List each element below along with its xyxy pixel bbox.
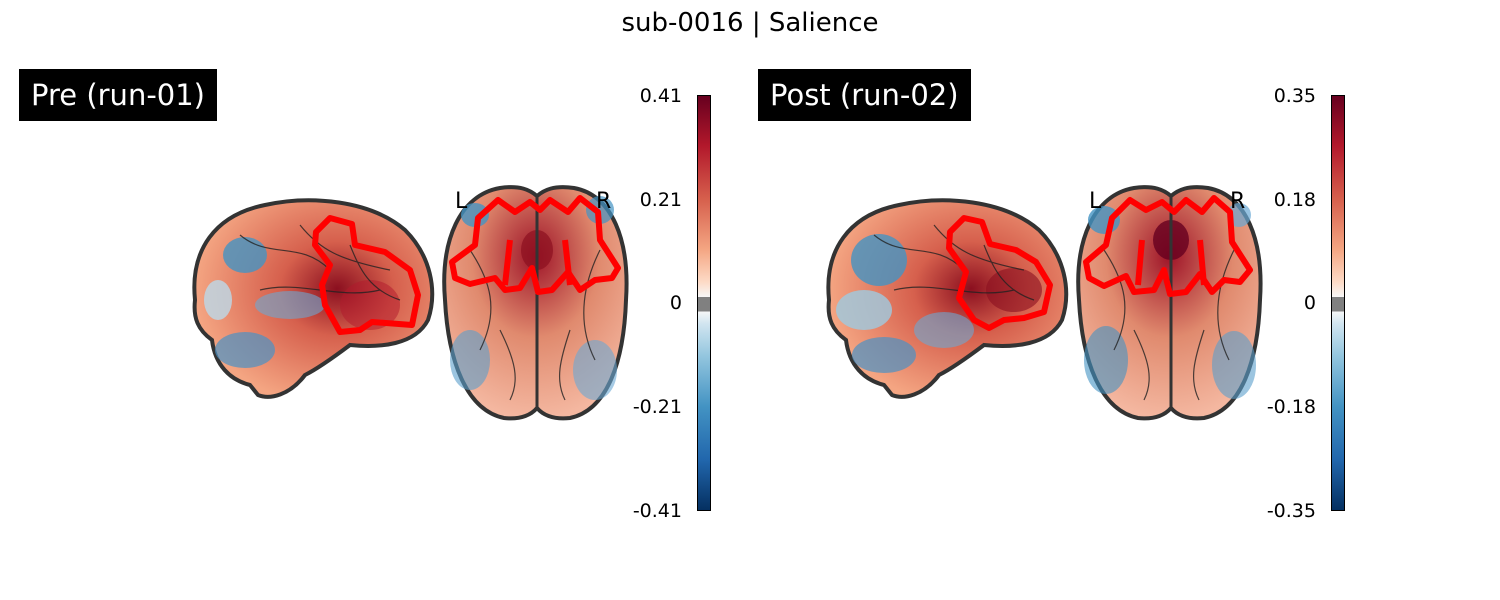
roi-outline-sagittal: [946, 215, 1053, 331]
orientation-left-post: L: [1089, 189, 1102, 214]
roi-outline-sagittal: [312, 215, 421, 335]
colorbar-post: [1331, 95, 1345, 511]
roi-outline-axial: [449, 195, 621, 295]
glass-brain-post: [826, 185, 1263, 421]
axial-view: [442, 185, 629, 421]
orientation-left-pre: L: [455, 189, 468, 214]
axial-view: [1076, 185, 1263, 421]
panel-label-post: Post (run-02): [758, 69, 971, 121]
colorbar-tick-max-post: 0.35: [1273, 85, 1316, 107]
orientation-right-post: R: [1230, 189, 1246, 214]
colorbar-tick-max-pre: 0.41: [639, 85, 682, 107]
panel-label-pre: Pre (run-01): [19, 69, 217, 121]
colorbar-tick-min-post: -0.35: [1266, 500, 1316, 522]
roi-outline-axial: [1083, 195, 1253, 297]
colorbar-tick-mid-high-pre: 0.21: [639, 189, 682, 211]
figure-title: sub-0016 | Salience: [621, 8, 879, 38]
panel-post: Post (run-02) L R 0.35 0.18 0 -0.: [634, 0, 1384, 600]
colorbar-tick-zero-pre: 0: [669, 292, 682, 314]
sagittal-view: [826, 198, 1069, 399]
colorbar-tick-min-pre: -0.41: [632, 500, 682, 522]
colorbar-pre: [697, 95, 711, 511]
colorbar-tick-mid-low-post: -0.18: [1266, 396, 1316, 418]
sagittal-view: [192, 198, 435, 399]
colorbar-tick-zero-post: 0: [1303, 292, 1316, 314]
panel-pre: Pre (run-01): [19, 69, 711, 522]
orientation-right-pre: R: [596, 189, 612, 214]
glass-brain-pre: [192, 185, 629, 421]
colorbar-tick-mid-low-pre: -0.21: [632, 396, 682, 418]
colorbar-tick-mid-high-post: 0.18: [1273, 189, 1316, 211]
